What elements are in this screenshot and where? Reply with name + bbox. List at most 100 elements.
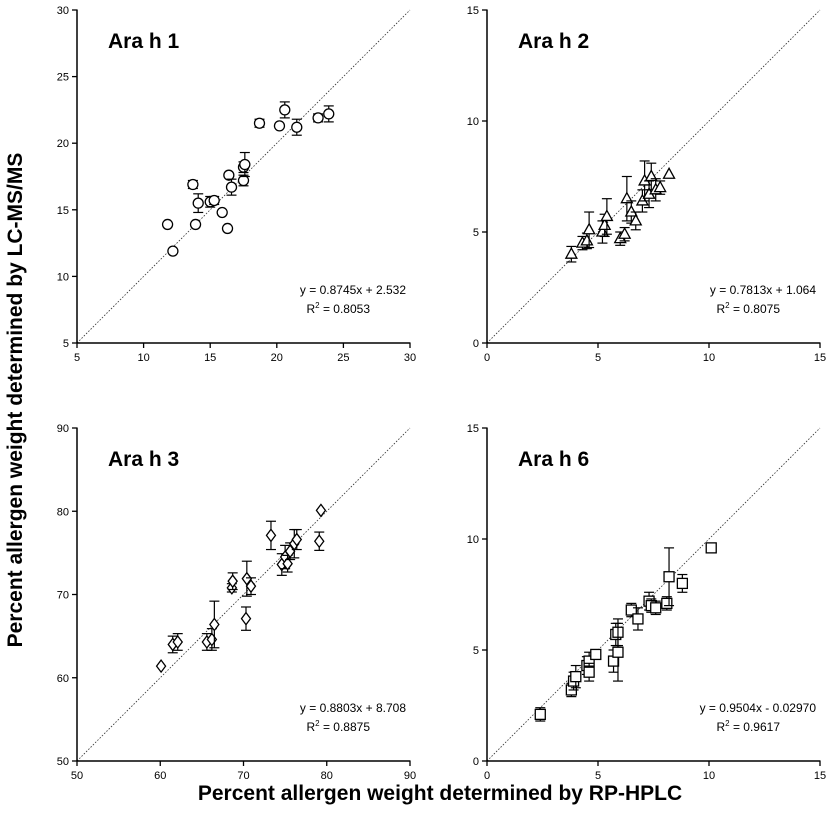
panel-title: Ara h 1 bbox=[108, 30, 180, 53]
r-squared-superscript: 2 bbox=[315, 301, 320, 310]
y-tick-label: 15 bbox=[467, 423, 479, 435]
r-squared-symbol: R bbox=[716, 302, 725, 316]
r-squared: R2 = 0.8875 bbox=[306, 719, 370, 734]
chart-panel-3: 50 60 70 80 90 50 60 70 80 90 Ara h 3 y = 0.8803x +… bbox=[57, 423, 416, 782]
data-point-triangle bbox=[564, 246, 578, 259]
x-tick-label: 70 bbox=[237, 770, 249, 782]
panel-title: Ara h 3 bbox=[108, 448, 179, 471]
y-tick-label: 30 bbox=[57, 5, 69, 17]
y-tick-label: 90 bbox=[57, 423, 69, 435]
r-squared: R2 = 0.8075 bbox=[716, 301, 780, 316]
data-point-diamond bbox=[240, 611, 252, 626]
data-point-square bbox=[570, 670, 582, 683]
x-tick-label: 10 bbox=[137, 352, 149, 364]
r-squared-value: = 0.8075 bbox=[730, 302, 781, 316]
data-point-circle bbox=[167, 245, 179, 257]
data-point-circle bbox=[291, 121, 303, 133]
x-tick-label: 15 bbox=[814, 770, 826, 782]
y-tick-label: 5 bbox=[473, 645, 479, 657]
y-tick-label: 60 bbox=[57, 673, 69, 685]
data-point-square bbox=[632, 613, 644, 625]
data-point-square bbox=[650, 602, 662, 614]
data-point-square bbox=[705, 542, 717, 554]
data-point-circle bbox=[221, 222, 234, 235]
r-squared-symbol: R bbox=[306, 720, 315, 734]
panel-title: Ara h 2 bbox=[518, 30, 589, 53]
x-tick-label: 80 bbox=[321, 770, 333, 782]
chart-panel-2: 0 5 10 15 0 5 10 15 Ara h 2 y = 0.7813x + 1.064 R2… bbox=[467, 5, 826, 364]
y-tick-label: 15 bbox=[467, 5, 479, 17]
x-tick-label: 5 bbox=[74, 352, 80, 364]
r-squared-value: = 0.8875 bbox=[320, 720, 371, 734]
x-tick-label: 25 bbox=[337, 352, 349, 364]
data-point-triangle bbox=[629, 213, 643, 226]
data-point-circle bbox=[253, 117, 266, 129]
panel-title: Ara h 6 bbox=[518, 448, 589, 471]
data-point-circle bbox=[216, 206, 228, 219]
data-point-triangle bbox=[600, 209, 614, 222]
x-tick-label: 20 bbox=[271, 352, 283, 364]
data-point-triangle bbox=[624, 204, 638, 217]
y-tick-label: 10 bbox=[57, 271, 69, 283]
x-tick-label: 10 bbox=[703, 770, 715, 782]
x-tick-label: 50 bbox=[71, 770, 83, 782]
data-point-triangle bbox=[653, 180, 667, 193]
data-point-circle bbox=[279, 104, 291, 116]
x-tick-label: 90 bbox=[404, 770, 416, 782]
y-tick-label: 15 bbox=[57, 205, 69, 217]
data-point-diamond bbox=[227, 574, 238, 589]
x-tick-label: 60 bbox=[154, 770, 166, 782]
x-tick-label: 5 bbox=[595, 352, 601, 364]
data-point-diamond bbox=[313, 534, 325, 549]
data-point-square bbox=[661, 597, 673, 610]
x-tick-label: 0 bbox=[484, 770, 490, 782]
data-point-circle bbox=[273, 120, 286, 132]
y-tick-label: 0 bbox=[473, 756, 479, 768]
regression-equation: y = 0.7813x + 1.064 bbox=[710, 283, 816, 297]
chart-panel-1: 5 10 15 20 25 30 5 10 15 20 25 30 Ara h 1 y = 0.8745x… bbox=[57, 5, 416, 364]
r-squared-superscript: 2 bbox=[315, 719, 320, 728]
chart-panel-4: 0 5 10 15 0 5 10 15 Ara h 6 y = 0.9504x - 0.02970… bbox=[467, 423, 826, 782]
data-point-triangle bbox=[644, 169, 658, 182]
x-tick-label: 5 bbox=[595, 770, 601, 782]
data-point-circle bbox=[225, 181, 238, 193]
y-tick-label: 80 bbox=[57, 506, 69, 518]
data-point-diamond bbox=[209, 617, 220, 632]
data-point-circle bbox=[312, 112, 324, 124]
data-point-triangle bbox=[620, 191, 634, 204]
x-tick-label: 0 bbox=[484, 352, 490, 364]
data-point-square bbox=[583, 666, 595, 678]
y-tick-label: 5 bbox=[473, 227, 479, 239]
data-point-square bbox=[534, 708, 546, 721]
y-tick-label: 10 bbox=[467, 534, 479, 546]
regression-equation: y = 0.8803x + 8.708 bbox=[300, 701, 406, 715]
x-tick-label: 10 bbox=[703, 352, 715, 364]
data-point-square bbox=[676, 577, 689, 590]
r-squared-superscript: 2 bbox=[725, 719, 730, 728]
data-point-square bbox=[663, 571, 675, 583]
data-point-circle bbox=[223, 169, 235, 181]
data-point-square bbox=[625, 604, 637, 616]
y-tick-label: 20 bbox=[57, 138, 69, 150]
data-point-square bbox=[590, 648, 602, 661]
regression-equation: y = 0.8745x + 2.532 bbox=[300, 283, 406, 297]
data-point-triangle bbox=[618, 226, 632, 239]
x-tick-label: 15 bbox=[814, 352, 826, 364]
r-squared-symbol: R bbox=[716, 720, 725, 734]
y-tick-label: 70 bbox=[57, 590, 69, 602]
data-point-circle bbox=[208, 194, 220, 207]
data-point-triangle bbox=[662, 166, 676, 179]
data-point-diamond bbox=[291, 532, 303, 547]
x-tick-label: 30 bbox=[404, 352, 416, 364]
y-tick-label: 5 bbox=[63, 338, 69, 350]
r-squared-value: = 0.8053 bbox=[320, 302, 371, 316]
data-point-diamond bbox=[315, 503, 327, 518]
data-point-diamond bbox=[172, 634, 184, 650]
r-squared: R2 = 0.9617 bbox=[716, 719, 780, 734]
regression-equation: y = 0.9504x - 0.02970 bbox=[700, 701, 817, 715]
data-point-circle bbox=[189, 218, 202, 231]
data-point-triangle bbox=[582, 222, 596, 235]
x-tick-label: 15 bbox=[204, 352, 216, 364]
